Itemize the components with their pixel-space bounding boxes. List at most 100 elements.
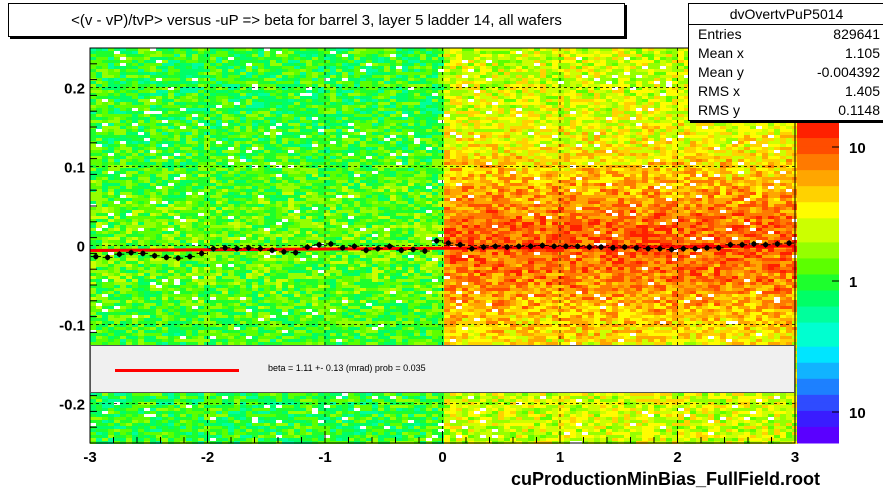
heatmap-cell — [180, 336, 186, 339]
heatmap-cell — [264, 69, 270, 72]
heatmap-cell — [276, 195, 282, 198]
heatmap-cell — [96, 438, 102, 441]
heatmap-cell — [204, 84, 210, 87]
heatmap-cell — [294, 129, 300, 132]
heatmap-cell — [276, 123, 282, 126]
heatmap-cell — [120, 153, 126, 156]
heatmap-cell — [240, 435, 246, 438]
heatmap-cell — [144, 285, 150, 288]
heatmap-cell — [90, 429, 96, 432]
heatmap-cell — [102, 306, 108, 309]
heatmap-cell — [264, 318, 270, 321]
heatmap-cell — [150, 153, 156, 156]
heatmap-cell — [138, 246, 144, 249]
heatmap-cell — [204, 87, 210, 90]
heatmap-cell — [252, 324, 258, 327]
heatmap-cell — [282, 321, 288, 324]
heatmap-cell — [198, 270, 204, 273]
heatmap-cell — [306, 264, 312, 267]
heatmap-cell — [180, 174, 186, 177]
heatmap-cell — [90, 48, 96, 51]
heatmap-cell — [162, 285, 168, 288]
heatmap-cell — [150, 180, 156, 183]
heatmap-cell — [258, 432, 264, 435]
heatmap-cell — [198, 78, 204, 81]
heatmap-cell — [204, 315, 210, 318]
heatmap-cell — [144, 261, 150, 264]
heatmap-cell — [132, 399, 138, 402]
heatmap-cell — [174, 438, 180, 441]
heatmap-cell — [162, 393, 168, 396]
heatmap-cell — [96, 162, 102, 165]
heatmap-cell — [288, 315, 294, 318]
heatmap-cell — [150, 417, 156, 420]
heatmap-cell — [234, 279, 240, 282]
heatmap-cell — [312, 123, 318, 126]
heatmap-cell — [210, 120, 216, 123]
heatmap-cell — [108, 330, 114, 333]
heatmap-cell — [210, 432, 216, 435]
heatmap-cell — [240, 237, 246, 240]
heatmap-cell — [276, 303, 282, 306]
heatmap-cell — [294, 225, 300, 228]
heatmap-cell — [198, 216, 204, 219]
heatmap-cell — [204, 99, 210, 102]
heatmap-cell — [108, 297, 114, 300]
heatmap-cell — [192, 339, 198, 342]
heatmap-cell — [306, 243, 312, 246]
heatmap-cell — [240, 111, 246, 114]
heatmap-cell — [192, 207, 198, 210]
heatmap-cell — [276, 330, 282, 333]
heatmap-cell — [138, 81, 144, 84]
heatmap-cell — [276, 111, 282, 114]
heatmap-cell — [162, 156, 168, 159]
heatmap-cell — [162, 300, 168, 303]
heatmap-cell — [312, 219, 318, 222]
heatmap-cell — [294, 213, 300, 216]
heatmap-cell — [102, 132, 108, 135]
heatmap-cell — [114, 168, 120, 171]
heatmap-cell — [198, 141, 204, 144]
heatmap-cell — [96, 420, 102, 423]
heatmap-cell — [240, 99, 246, 102]
heatmap-cell — [312, 90, 318, 93]
heatmap-cell — [132, 69, 138, 72]
heatmap-cell — [204, 63, 210, 66]
heatmap-cell — [264, 192, 270, 195]
heatmap-cell — [240, 327, 246, 330]
heatmap-cell — [210, 321, 216, 324]
heatmap-cell — [114, 411, 120, 414]
heatmap-cell — [264, 156, 270, 159]
heatmap-cell — [306, 201, 312, 204]
heatmap-cell — [306, 219, 312, 222]
heatmap-cell — [108, 81, 114, 84]
heatmap-cell — [222, 315, 228, 318]
heatmap-cell — [174, 264, 180, 267]
heatmap-cell — [246, 237, 252, 240]
heatmap-cell — [138, 66, 144, 69]
heatmap-cell — [108, 261, 114, 264]
heatmap-cell — [288, 48, 294, 51]
heatmap-cell — [186, 132, 192, 135]
heatmap-cell — [300, 240, 306, 243]
heatmap-cell — [168, 285, 174, 288]
heatmap-cell — [108, 321, 114, 324]
heatmap-cell — [102, 303, 108, 306]
heatmap-cell — [216, 114, 222, 117]
heatmap-cell — [282, 213, 288, 216]
heatmap-cell — [276, 291, 282, 294]
heatmap-cell — [246, 426, 252, 429]
heatmap-cell — [162, 324, 168, 327]
heatmap-cell — [168, 273, 174, 276]
heatmap-cell — [294, 138, 300, 141]
heatmap-cell — [258, 87, 264, 90]
heatmap-cell — [132, 228, 138, 231]
heatmap-cell — [276, 186, 282, 189]
heatmap-cell — [150, 225, 156, 228]
heatmap-cell — [108, 93, 114, 96]
heatmap-cell — [174, 96, 180, 99]
heatmap-cell — [306, 279, 312, 282]
heatmap-cell — [252, 435, 258, 438]
heatmap-cell — [114, 423, 120, 426]
heatmap-cell — [198, 132, 204, 135]
